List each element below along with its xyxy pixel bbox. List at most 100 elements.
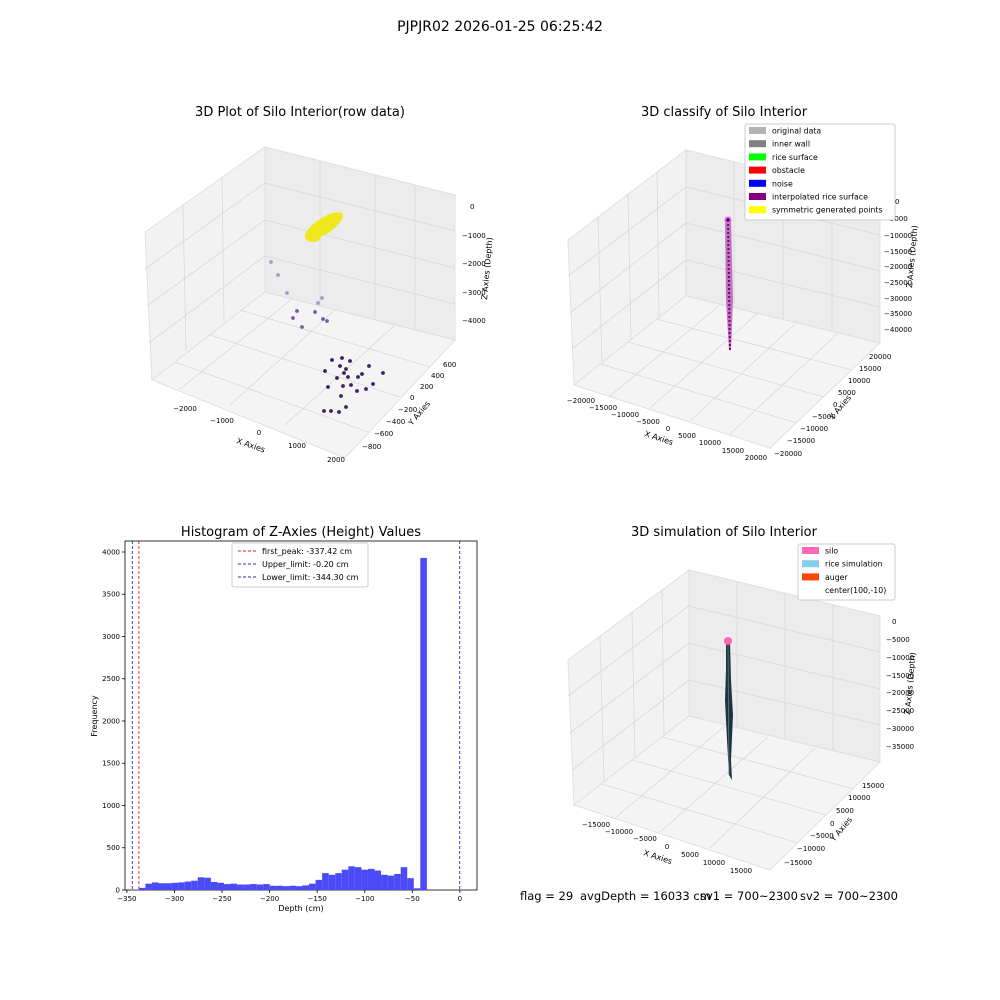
raw-xtick: −1000 (210, 417, 234, 425)
histogram-bar (361, 869, 368, 890)
raw-data-panel: 3D Plot of Silo Interior(row data) −2000… (144, 105, 494, 464)
classify-ztick: −20000 (884, 263, 912, 271)
raw-zlabel: Z Axies (Depth) (480, 237, 494, 300)
simulation-z-ticks: 0 −5000 −10000 −15000 −20000 −25000 −300… (886, 618, 914, 751)
raw-data-point (269, 260, 273, 264)
classify-ytick: 5000 (838, 389, 856, 397)
raw-ytick: −200 (398, 406, 417, 414)
raw-data-point (364, 387, 368, 391)
raw-data-point (381, 371, 385, 375)
simulation-ztick: −10000 (886, 654, 914, 662)
rice-simulation-surface (725, 642, 733, 780)
simulation-y-ticks: 15000 10000 5000 0 −5000 −10000 −15000 (784, 782, 884, 867)
histogram-legend-label: Lower_limit: -344.30 cm (262, 573, 359, 582)
simulation-xtick: 5000 (681, 851, 699, 859)
simulation-ztick: −35000 (886, 743, 914, 751)
histogram-bar (158, 883, 166, 890)
simulation-xtick: −5000 (633, 835, 657, 843)
sv2-readout: sv2 = 700~2300 (800, 889, 898, 903)
classify-legend-swatch (749, 153, 766, 161)
histogram-x-ticks: −350 −300 −250 −200 −150 −100 −50 0 (117, 890, 462, 903)
raw-ytick: −400 (386, 418, 405, 426)
histogram-bar (289, 885, 296, 890)
classify-legend-swatch (749, 179, 766, 187)
histogram-bar (400, 867, 408, 890)
raw-data-point (348, 359, 352, 363)
raw-data-point (300, 325, 304, 329)
histogram-ylabel: Frequency (90, 695, 99, 737)
classify-ztick: −40000 (884, 326, 912, 334)
histogram-bar (243, 884, 251, 890)
classify-ytick: −10000 (800, 425, 828, 433)
classify-ytick: 10000 (848, 377, 870, 385)
histogram-bar (282, 886, 290, 890)
simulation-xtick: 10000 (703, 859, 725, 867)
histogram-legend-label: Upper_limit: -0.20 cm (262, 560, 349, 569)
simulation-legend-swatch (802, 573, 819, 581)
raw-ztick: −2000 (462, 260, 486, 268)
histogram-legend-frame (231, 542, 369, 588)
classify-ztick: −30000 (884, 295, 912, 303)
raw-xtick: 0 (257, 429, 261, 437)
simulation-legend-swatch (802, 547, 819, 554)
simulation-ytick: −5000 (810, 832, 834, 840)
simulation-ytick: 5000 (836, 807, 854, 815)
classify-xtick: 20000 (745, 454, 767, 462)
histogram-xtick-label: −200 (260, 895, 279, 903)
raw-scatter-points (269, 260, 385, 414)
classify-xtick: 5000 (678, 432, 696, 440)
classify-legend-label: obstacle (772, 166, 805, 175)
simulation-ytick: 10000 (848, 794, 870, 802)
histogram-bar (335, 873, 342, 890)
raw-data-point (337, 410, 341, 414)
simulation-xtick: −15000 (582, 821, 610, 829)
histogram-ytick-label: 1500 (102, 760, 120, 768)
simulation-legend-label: rice simulation (825, 560, 883, 569)
raw-data-point (356, 375, 360, 379)
histogram-bar (165, 883, 172, 890)
raw-ytick: −600 (374, 430, 393, 438)
classify-legend-label: interpolated rice surface (772, 193, 868, 202)
histogram-bar (328, 874, 336, 890)
histogram-bar (223, 884, 231, 890)
simulation-xtick: −10000 (605, 828, 633, 836)
classify-legend-label: rice surface (772, 153, 818, 162)
simulation-xtick: 0 (665, 843, 669, 851)
histogram-ytick-label: 2500 (102, 675, 120, 683)
histogram-legend-label: first_peak: -337.42 cm (262, 547, 352, 556)
classify-ztick: −35000 (884, 310, 912, 318)
histogram-xtick-label: 0 (458, 895, 462, 903)
classify-legend-label: original data (772, 127, 821, 136)
raw-data-point (285, 291, 289, 295)
raw-ztick: −1000 (462, 232, 486, 240)
histogram-bar (197, 877, 205, 890)
histogram-ytick-label: 1000 (102, 802, 120, 810)
histogram-xtick-label: −100 (355, 895, 374, 903)
classify-ytick: 20000 (869, 353, 891, 361)
classify-x-ticks: −20000 −15000 −10000 −5000 0 5000 10000 … (567, 397, 767, 462)
histogram-bar (341, 869, 349, 890)
classify-xtick: 15000 (722, 447, 744, 455)
raw-data-point (321, 317, 325, 321)
histogram-bar (309, 883, 316, 890)
histogram-bar (413, 888, 421, 890)
raw-data-point (313, 310, 317, 314)
simulation-surface (724, 637, 733, 780)
simulation-ztick: −20000 (886, 689, 914, 697)
histogram-xtick-label: −250 (212, 895, 231, 903)
raw-data-point (291, 316, 295, 320)
histogram-ytick-label: 2000 (102, 717, 120, 725)
histogram-xtick-label: −350 (117, 895, 136, 903)
histogram-bar (315, 879, 323, 890)
simulation-legend-label: silo (825, 547, 838, 556)
avg-depth-readout: avgDepth = 16033 cm (580, 889, 711, 903)
histogram-xtick-label: −50 (405, 895, 420, 903)
simulation-ytick: −10000 (797, 845, 825, 853)
raw-data-point (322, 409, 326, 413)
raw-ytick: 600 (443, 361, 456, 369)
raw-data-point (344, 367, 348, 371)
simulation-ytick: −15000 (784, 859, 812, 867)
classify-pane-floor (572, 295, 882, 449)
raw-data-point (329, 409, 333, 413)
raw-data-point (349, 383, 353, 387)
